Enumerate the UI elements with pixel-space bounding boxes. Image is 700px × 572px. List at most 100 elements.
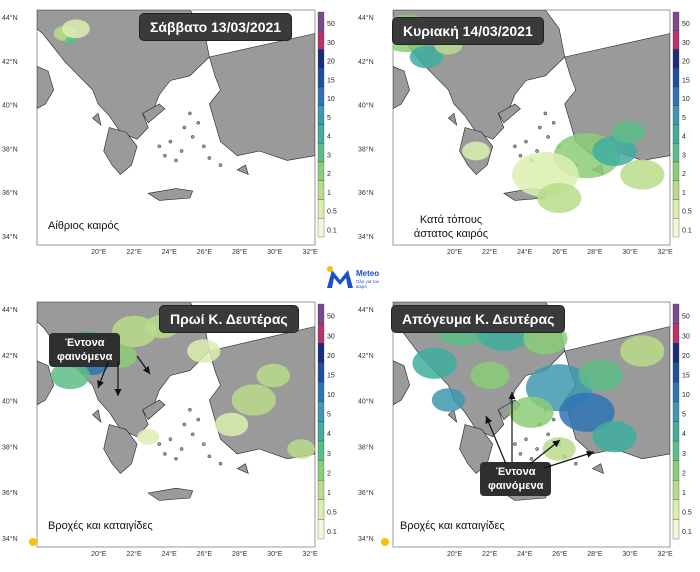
latitude-label: 34°N — [2, 233, 18, 241]
colorbar-label: 30 — [327, 333, 335, 340]
colorbar-label: 2 — [682, 171, 686, 178]
longitude-label: 22°E — [482, 550, 498, 558]
colorbar-label: 20 — [327, 59, 335, 66]
severe-weather-callout: Έντονα φαινόμενα — [480, 462, 552, 496]
longitude-label: 28°E — [232, 248, 248, 256]
panel-title: Κυριακή 14/03/2021 — [393, 18, 543, 44]
colorbar-label: 2 — [682, 470, 686, 477]
island — [174, 158, 178, 163]
colorbar-label: 4 — [682, 431, 686, 438]
precipitation-area — [214, 412, 249, 437]
precipitation-area — [409, 45, 443, 69]
colorbar-label: 3 — [327, 152, 331, 159]
colorbar-label: 20 — [682, 353, 690, 360]
island — [218, 461, 223, 466]
precipitation-area — [412, 347, 457, 379]
precipitation-area — [509, 396, 554, 428]
colorbar-swatch — [672, 30, 680, 50]
longitude-label: 24°E — [162, 248, 178, 256]
longitude-label: 28°E — [587, 550, 603, 558]
colorbar-label: 30 — [682, 40, 690, 47]
precipitation-area — [559, 392, 615, 432]
colorbar-swatch — [672, 303, 680, 324]
colorbar-swatch — [317, 421, 325, 442]
colorbar-swatch — [672, 68, 680, 88]
island — [513, 442, 517, 446]
longitude-label: 20°E — [91, 248, 107, 256]
longitude-label: 30°E — [622, 550, 638, 558]
precipitation-area — [62, 19, 90, 39]
colorbar-swatch — [317, 68, 325, 88]
latitude-label: 36°N — [2, 189, 18, 197]
island — [543, 111, 548, 116]
longitude-label: 30°E — [622, 248, 638, 256]
island — [168, 437, 173, 441]
colorbar-label: 10 — [327, 96, 335, 103]
colorbar-swatch — [672, 11, 680, 31]
logo-name: Meteo — [356, 269, 380, 278]
colorbar-swatch — [317, 343, 325, 363]
colorbar-swatch — [317, 11, 325, 31]
colorbar-swatch — [317, 480, 325, 500]
colorbar-label: 15 — [327, 372, 335, 379]
colorbar-swatch — [317, 30, 325, 50]
colorbar-swatch — [317, 499, 325, 520]
longitude-label: 22°E — [482, 248, 498, 256]
longitude-label: 28°E — [587, 248, 603, 256]
map-svg: 44°N 42°N 40°N 38°N 36°N 34°N 20°E 22°E 24°E 26°E… — [2, 9, 337, 256]
island — [574, 461, 578, 466]
panel-title: Σάββατο 13/03/2021 — [140, 14, 292, 40]
colorbar-swatch — [672, 161, 680, 181]
colorbar-swatch — [317, 218, 325, 238]
land-area — [147, 188, 194, 201]
sun-icon — [29, 538, 37, 546]
precipitation-area — [137, 428, 160, 445]
land-area — [37, 10, 210, 140]
precipitation-area — [592, 135, 637, 167]
island — [535, 447, 539, 451]
colorbar-swatch — [672, 49, 680, 69]
latitude-label: 44°N — [2, 306, 18, 314]
colorbar-label: 2 — [327, 171, 331, 178]
island — [190, 432, 195, 437]
latitude-label: 44°N — [358, 306, 374, 314]
longitude-label: 30°E — [267, 248, 283, 256]
longitude-label: 22°E — [126, 550, 142, 558]
island — [201, 442, 206, 446]
colorbar-swatch — [672, 218, 680, 238]
colorbar-swatch — [672, 143, 680, 163]
colorbar-swatch — [317, 519, 325, 540]
latitude-label: 36°N — [2, 489, 18, 497]
meteo-logo: Meteo Όλα για τον καιρό — [320, 266, 390, 292]
precipitation-area — [287, 439, 315, 459]
land-area — [447, 409, 458, 423]
longitude-label: 32°E — [657, 248, 673, 256]
colorbar-label: 3 — [682, 152, 686, 159]
island — [218, 163, 223, 167]
longitude-label: 24°E — [517, 248, 533, 256]
latitude-label: 34°N — [358, 233, 374, 241]
island — [529, 456, 534, 461]
latitude-label: 44°N — [2, 14, 18, 22]
precipitation-area — [620, 159, 665, 190]
colorbar-swatch — [672, 382, 680, 403]
island — [179, 149, 184, 153]
colorbar-swatch — [672, 124, 680, 144]
colorbar-swatch — [672, 343, 680, 363]
precipitation-area — [592, 421, 637, 453]
precipitation-area — [64, 36, 76, 45]
colorbar-swatch — [672, 199, 680, 219]
island — [163, 153, 167, 158]
precipitation-area — [187, 339, 221, 363]
island — [518, 452, 523, 456]
logo-tagline: Όλα για τον καιρό — [356, 279, 380, 289]
colorbar-swatch — [317, 303, 325, 324]
precipitation-area — [578, 359, 623, 392]
colorbar-swatch — [317, 323, 325, 344]
island — [179, 447, 184, 451]
latitude-label: 42°N — [358, 58, 374, 66]
colorbar-swatch — [672, 440, 680, 461]
island — [163, 452, 167, 456]
precipitation-area — [50, 361, 90, 390]
longitude-label: 20°E — [447, 550, 463, 558]
